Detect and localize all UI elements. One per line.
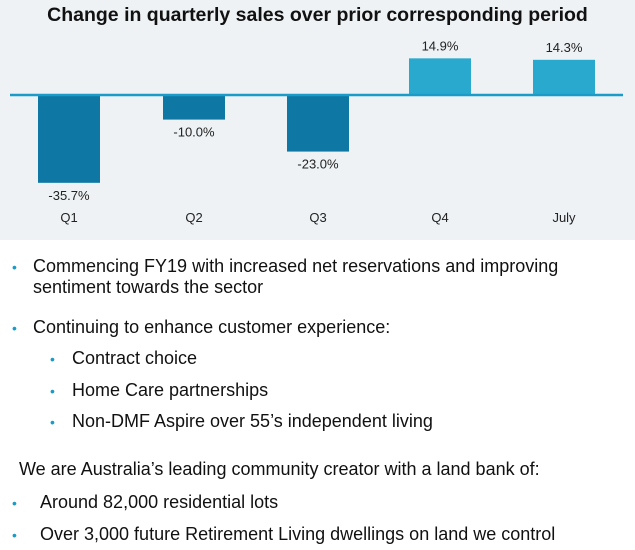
x-tick-label: Q2 [185,210,202,225]
bullet-text: Around 82,000 residential lots [40,492,279,512]
bullet-text: Non-DMF Aspire over 55’s independent liv… [72,411,433,431]
data-label: -23.0% [297,157,339,172]
bar-q1 [38,95,100,183]
data-label: 14.3% [546,40,583,55]
bullet-text: sentiment towards the sector [33,277,264,297]
bullet-text: Contract choice [72,348,198,368]
chart-title: Change in quarterly sales over prior cor… [47,4,588,26]
data-label: -35.7% [48,188,90,203]
bullet-icon: • [50,383,55,399]
bullet-icon: • [12,259,17,275]
bullet-icon: • [50,351,55,367]
intro-text: We are Australia’s leading community cre… [19,459,540,479]
bar-july [533,59,595,95]
bullet-text: Continuing to enhance customer experienc… [33,317,391,337]
x-tick-label: July [552,210,576,225]
bullet-icon: • [12,527,17,543]
x-tick-label: Q1 [60,210,77,225]
data-label: -10.0% [173,125,215,140]
bullet-icon: • [12,495,17,511]
bar-q4 [409,58,471,95]
bar-chart: -35.7% Q1 -10.0% Q2 -23.0% Q3 14.9% Q4 14.3% July [10,38,623,225]
bar-q2 [163,95,225,120]
data-label: 14.9% [422,38,459,53]
bullet-icon: • [12,320,17,336]
bar-q3 [287,95,349,152]
x-tick-label: Q4 [431,210,448,225]
bullet-text: Over 3,000 future Retirement Living dwel… [40,524,556,544]
chart-area: Change in quarterly sales over prior cor… [0,0,635,240]
bullet-text: Commencing FY19 with increased net reser… [33,256,559,276]
bullet-text: Home Care partnerships [72,380,269,400]
bullet-icon: • [50,414,55,430]
x-tick-label: Q3 [309,210,326,225]
